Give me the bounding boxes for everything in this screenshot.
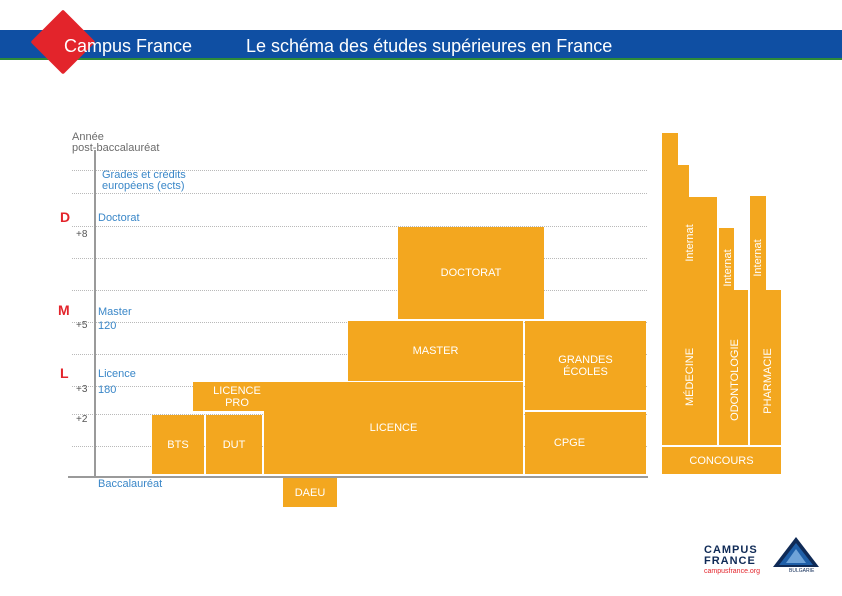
header-bar	[0, 30, 842, 60]
header-brand: Campus France	[64, 36, 193, 56]
licence-pro-label: LICENCE	[213, 384, 261, 397]
guide-line	[72, 193, 647, 194]
internat-label: Internat	[722, 249, 734, 287]
pharmacie-column	[750, 196, 766, 445]
grades-label: Grades et crédits	[102, 169, 186, 181]
daeu-block: DAEU	[283, 478, 337, 507]
odontologie-label: ODONTOLOGIE	[729, 339, 741, 421]
tick-label: +2	[76, 414, 88, 425]
year-label: post-baccalauréat	[72, 142, 160, 154]
medecine-step	[662, 165, 689, 197]
odontologie-column	[719, 228, 734, 445]
grandes-ecoles-label: ÉCOLES	[563, 365, 608, 378]
doctorat-letter: D	[60, 209, 71, 225]
tick-label: +3	[76, 384, 88, 395]
grandes-ecoles-label: GRANDES	[558, 353, 613, 366]
tick-label: +8	[76, 229, 88, 240]
horizontal-axis	[68, 476, 648, 478]
page-title: Le schéma des études supérieures en Fran…	[246, 36, 613, 56]
grandes-ecoles-block: GRANDES ÉCOLES	[525, 321, 646, 410]
guide-line	[72, 170, 647, 171]
medecine-column	[662, 197, 717, 445]
footer-url: campusfrance.org	[704, 568, 761, 575]
master-axis-label: Master	[98, 306, 132, 318]
doctorat-axis-label: Doctorat	[98, 212, 140, 224]
guide-line	[72, 290, 647, 291]
dut-block: DUT	[206, 415, 262, 474]
concours-block: CONCOURS	[662, 447, 781, 474]
licence-axis-label: Licence	[98, 368, 136, 380]
doctorat-block: DOCTORAT	[398, 227, 544, 319]
bac-label: Baccalauréat	[98, 478, 163, 490]
footer-country: BULGARIE	[789, 568, 815, 574]
pharmacie-label: PHARMACIE	[762, 348, 774, 414]
vertical-axis	[94, 150, 96, 476]
tick-label: +5	[76, 320, 88, 331]
licence-pro-label: PRO	[225, 396, 249, 409]
medecine-label: MÉDECINE	[684, 347, 696, 407]
bts-block: BTS	[152, 415, 204, 474]
footer-logo-word: CAMPUS	[704, 544, 758, 556]
grades-label: européens (ects)	[102, 180, 185, 192]
odontologie-column	[734, 290, 748, 445]
guide-line	[72, 226, 647, 227]
cpge-block: CPGE	[525, 412, 614, 474]
licence-block: LICENCE	[264, 382, 523, 474]
pharmacie-column	[766, 290, 781, 445]
master-credits: 120	[98, 320, 117, 332]
master-block: MASTER	[348, 321, 523, 381]
licence-credits: 180	[98, 384, 117, 396]
medecine-step	[662, 133, 678, 165]
internat-label: Internat	[752, 239, 764, 277]
footer-logo: CAMPUS FRANCE campusfrance.org BULGARIE	[703, 537, 823, 577]
footer-logo-word: FRANCE	[704, 555, 756, 567]
guide-line	[72, 258, 647, 259]
internat-label: Internat	[684, 224, 696, 262]
pyramid-icon	[773, 537, 819, 567]
master-letter: M	[58, 302, 70, 318]
licence-letter: L	[60, 365, 69, 381]
cpge-extension-block	[614, 412, 646, 474]
year-label: Année	[72, 131, 104, 143]
